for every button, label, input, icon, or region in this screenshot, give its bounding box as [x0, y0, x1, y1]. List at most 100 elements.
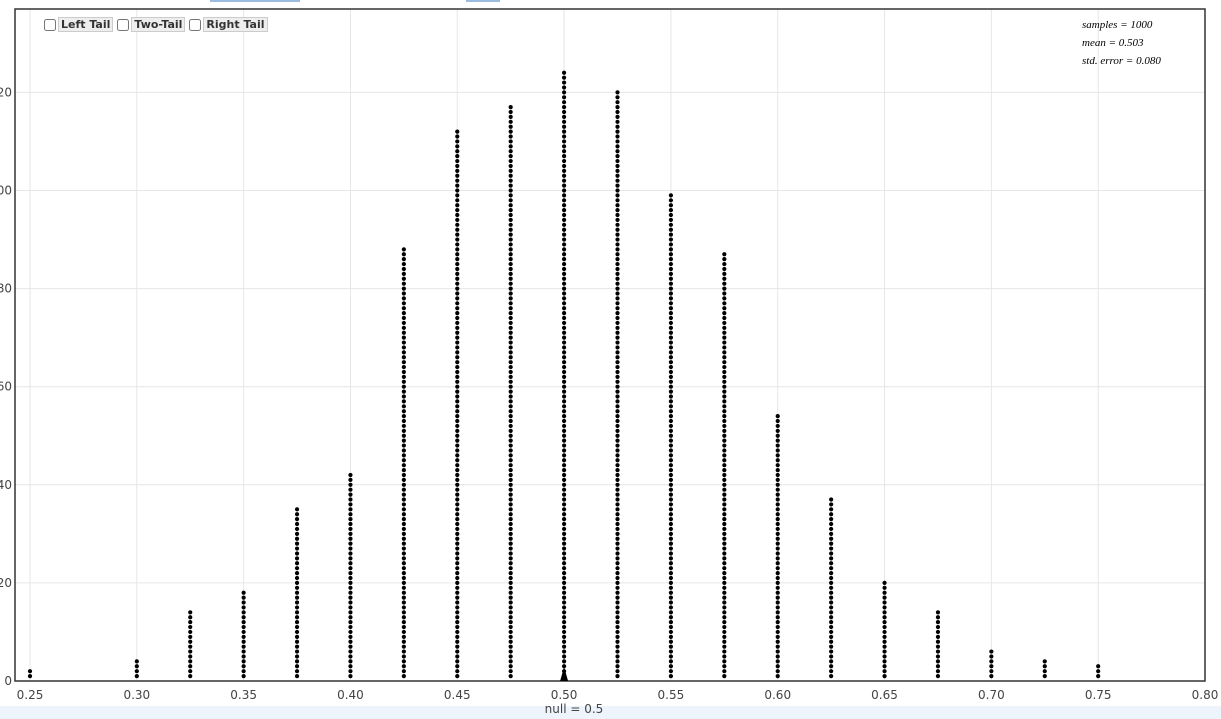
dot — [615, 257, 620, 262]
dot — [401, 340, 406, 345]
dot — [668, 458, 674, 463]
dot — [561, 183, 567, 188]
dot — [561, 149, 567, 154]
dot — [455, 453, 460, 458]
dot — [561, 590, 567, 595]
tail-checkbox[interactable] — [44, 18, 56, 31]
dot — [455, 188, 460, 193]
dot — [829, 659, 834, 664]
dot — [455, 487, 460, 492]
dot — [401, 301, 406, 306]
dot — [829, 575, 834, 581]
dot-column — [455, 129, 460, 679]
dot — [561, 472, 567, 478]
dot — [188, 610, 193, 615]
dot — [508, 355, 513, 360]
dot — [615, 247, 620, 252]
dot — [455, 428, 460, 433]
tail-option[interactable]: Right Tail — [189, 17, 268, 32]
dot — [561, 291, 567, 296]
dot — [775, 649, 780, 654]
dot — [241, 610, 246, 615]
dot — [615, 458, 620, 463]
dot — [455, 418, 460, 424]
tail-label[interactable]: Two-Tail — [131, 17, 186, 32]
dot — [722, 266, 727, 272]
dot — [615, 134, 620, 139]
dot — [294, 639, 300, 644]
dot — [829, 624, 834, 630]
dot — [508, 134, 513, 139]
dot — [508, 458, 513, 463]
dot — [294, 669, 300, 674]
tail-checkbox[interactable] — [189, 18, 202, 31]
dot — [508, 409, 513, 414]
dot — [882, 639, 887, 644]
tail-label[interactable]: Left Tail — [58, 17, 114, 32]
dot — [508, 271, 513, 276]
dot — [561, 654, 567, 659]
dot — [722, 320, 727, 326]
dot — [668, 242, 674, 247]
dot — [401, 330, 406, 335]
dot — [615, 168, 620, 173]
dot — [455, 217, 460, 223]
dot — [1096, 673, 1101, 679]
tail-checkbox[interactable] — [117, 18, 130, 31]
dot — [561, 222, 567, 227]
dot — [401, 620, 406, 625]
dot — [401, 443, 406, 448]
dot — [722, 261, 727, 267]
dot — [615, 404, 620, 409]
dot — [508, 418, 513, 424]
dot — [882, 610, 887, 615]
dot — [561, 355, 567, 360]
dot — [401, 374, 406, 379]
tail-option[interactable]: Two-Tail — [117, 17, 186, 32]
dot — [401, 615, 406, 620]
dot — [882, 659, 887, 664]
dot — [615, 526, 620, 532]
dot — [882, 634, 887, 639]
dot — [615, 227, 620, 232]
dot — [615, 669, 620, 674]
dot — [508, 502, 513, 507]
dot — [348, 546, 353, 551]
dot — [508, 384, 513, 389]
dot — [882, 620, 887, 625]
dot — [668, 291, 674, 296]
dot — [668, 428, 674, 433]
dot — [615, 433, 620, 438]
dot — [722, 330, 727, 335]
dot — [401, 315, 406, 321]
dot — [401, 467, 406, 473]
tail-option[interactable]: Left Tail — [44, 17, 114, 32]
dot — [561, 296, 567, 301]
dot — [561, 600, 567, 605]
tail-label[interactable]: Right Tail — [203, 17, 268, 32]
dot — [615, 109, 620, 115]
dot — [561, 443, 567, 448]
dot — [615, 340, 620, 345]
dot — [508, 188, 513, 193]
dot — [615, 570, 620, 576]
dot — [668, 556, 674, 561]
dot — [668, 345, 674, 350]
dot — [722, 615, 727, 620]
dot — [401, 556, 406, 561]
dot — [455, 541, 460, 546]
dot — [348, 575, 353, 581]
dot — [561, 247, 567, 252]
dot — [775, 669, 780, 674]
dot — [829, 512, 834, 517]
dot — [455, 301, 460, 306]
dot — [775, 463, 780, 468]
dot — [668, 335, 674, 340]
dot — [241, 600, 246, 605]
dot — [188, 634, 193, 639]
dot — [935, 615, 941, 620]
x-tick-label: 0.55 — [658, 688, 685, 702]
dot — [668, 620, 674, 625]
dot — [348, 472, 353, 478]
dot — [668, 659, 674, 664]
